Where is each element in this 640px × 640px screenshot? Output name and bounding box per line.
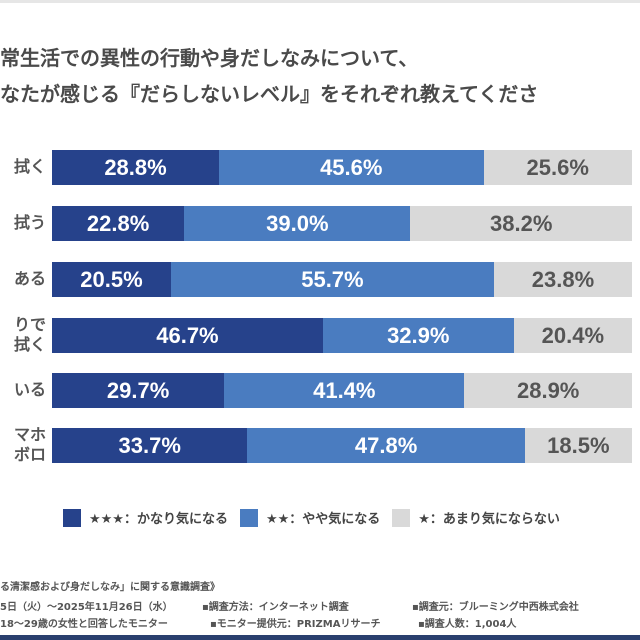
- data-label: 22.8%: [86, 210, 150, 236]
- bar-not: 23.8%: [493, 262, 632, 297]
- data-label: 45.6%: [320, 154, 383, 180]
- bar-not: 18.5%: [524, 428, 632, 463]
- data-label: 29.7%: [106, 377, 170, 403]
- legend-label: ★★★：かなり気になる: [89, 512, 228, 527]
- legend-item-very: ★★★：かなり気になる: [63, 508, 228, 527]
- footer-target: 18～29歳の女性と回答したモニター: [0, 619, 168, 630]
- data-label: 23.8%: [531, 266, 595, 292]
- bar-very: 29.7%: [52, 373, 225, 408]
- data-label: 47.8%: [354, 432, 418, 458]
- bar-very: 22.8%: [52, 206, 185, 241]
- data-label: 39.0%: [266, 210, 329, 236]
- footer-monitor: ▪モニター提供元：PRIZMAリサーチ: [210, 619, 381, 630]
- category-label: いる: [13, 380, 46, 399]
- legend-swatch: [392, 508, 411, 527]
- bar-not: 28.9%: [464, 373, 632, 408]
- category-label: マホ ボロ: [13, 425, 46, 464]
- data-label: 28.9%: [516, 377, 580, 403]
- category-label: 拭う: [13, 213, 46, 232]
- bar-not: 25.6%: [483, 150, 632, 185]
- data-label: 32.9%: [387, 322, 450, 348]
- data-label: 20.5%: [80, 266, 143, 292]
- category-label: ある: [13, 269, 46, 288]
- data-label: 41.4%: [313, 377, 376, 403]
- top-border: [0, 0, 640, 3]
- legend-label: ★★：やや気になる: [265, 512, 381, 527]
- footer-method: ▪調査方法：インターネット調査: [202, 602, 349, 613]
- data-label: 38.2%: [490, 210, 553, 236]
- bar-somewhat: 39.0%: [184, 206, 411, 241]
- data-label: 55.7%: [301, 266, 364, 292]
- title-line-2: なたが感じる『だらしないレベル』をそれぞれ教えてくださ: [0, 82, 539, 106]
- title-line-1: 常生活での異性の行動や身だしなみについて、: [0, 46, 419, 70]
- category-label: りで 拭く: [13, 315, 46, 354]
- data-label: 46.7%: [156, 322, 219, 348]
- category-label: 拭く: [13, 157, 46, 176]
- bar-somewhat: 45.6%: [219, 150, 484, 185]
- footer-period: 5日（火）～2025年11月26日（水）: [0, 602, 173, 613]
- legend-swatch: [239, 508, 258, 527]
- bar-very: 46.7%: [52, 318, 323, 353]
- data-label: 25.6%: [526, 154, 589, 180]
- bottom-band: [0, 635, 640, 640]
- bar-very: 33.7%: [52, 428, 248, 463]
- legend-swatch: [63, 508, 81, 527]
- chart-title: 常生活での異性の行動や身だしなみについて、 なたが感じる『だらしないレベル』をそ…: [0, 40, 538, 112]
- bar-somewhat: 32.9%: [322, 318, 514, 353]
- legend-item-somewhat: ★★：やや気になる: [239, 508, 381, 527]
- bar-very: 28.8%: [52, 150, 220, 185]
- bar-somewhat: 55.7%: [170, 262, 494, 297]
- bar-very: 20.5%: [52, 262, 171, 297]
- legend-label: ★：あまり気にならない: [418, 512, 560, 527]
- data-label: 33.7%: [118, 432, 181, 458]
- data-label: 28.8%: [104, 154, 167, 180]
- data-label: 18.5%: [547, 432, 610, 458]
- legend: ★★★：かなり気になる ★★：やや気になる ★：あまり気にならない: [63, 508, 572, 527]
- footer-survey-name: る清潔感および身だしなみ」に関する意識調査》: [0, 582, 220, 593]
- bar-somewhat: 41.4%: [224, 373, 465, 408]
- bar-not: 20.4%: [513, 318, 632, 353]
- data-label: 20.4%: [541, 322, 605, 348]
- footer-count: ▪調査人数：1,004人: [418, 619, 517, 630]
- footer-organizer: ▪調査元：ブルーミング中西株式会社: [412, 602, 579, 613]
- bar-not: 38.2%: [410, 206, 632, 241]
- bar-somewhat: 47.8%: [247, 428, 525, 463]
- legend-item-not: ★：あまり気にならない: [392, 508, 560, 527]
